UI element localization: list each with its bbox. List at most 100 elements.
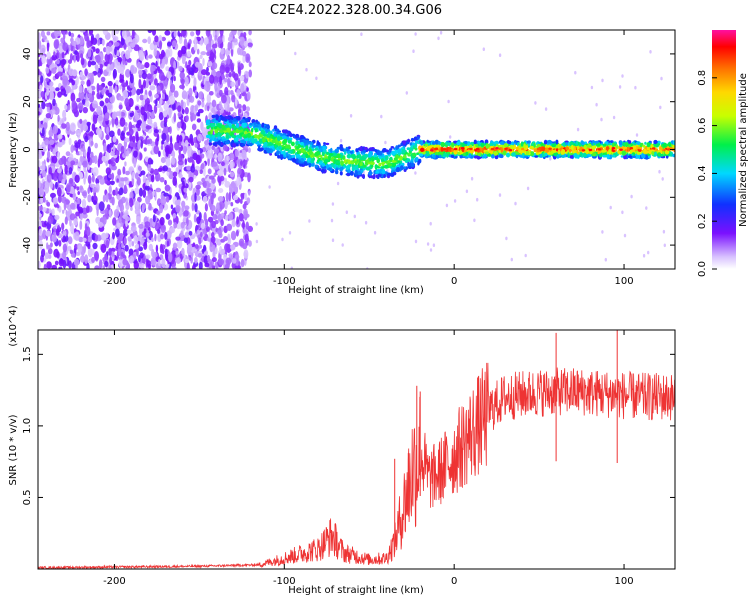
spectrogram-cell <box>169 126 172 135</box>
spectrogram-cell <box>48 90 55 100</box>
spectrogram-cell <box>70 92 76 103</box>
spectrogram-cell <box>227 233 231 243</box>
spectrogram-cell <box>572 150 576 153</box>
spectrogram-cell <box>226 127 231 133</box>
spectrogram-cell <box>318 154 323 158</box>
spectrogram-cell <box>147 171 150 182</box>
spectrogram-cell <box>108 264 111 269</box>
spectrogram-cell <box>193 43 198 51</box>
spectrogram-cell <box>177 105 182 113</box>
spectrogram-cell <box>87 175 92 184</box>
spectrogram-cell <box>156 85 161 95</box>
spectrogram-cell <box>123 177 128 182</box>
spectrogram-cell <box>208 112 213 121</box>
spectrogram-cell <box>271 139 276 144</box>
spectrogram-cell <box>227 41 231 51</box>
spectrogram-cell <box>38 205 43 211</box>
spectrogram-cell <box>164 251 168 261</box>
spectrogram-cell <box>256 121 260 125</box>
spectrogram-cell <box>226 243 232 254</box>
spectrogram-cell <box>312 157 316 161</box>
spectrogram-cell <box>140 106 145 116</box>
spectrogram-cell <box>412 153 416 157</box>
spectrogram-cell <box>138 70 143 75</box>
spectrogram-cell <box>655 143 661 146</box>
spectrogram-cell <box>42 196 46 203</box>
spectrogram-cell <box>107 80 113 87</box>
spectrogram-cell <box>586 144 591 148</box>
spectrogram-cell <box>511 152 516 157</box>
spectrogram-cell <box>513 144 516 150</box>
spectrogram-cell <box>145 254 151 259</box>
spectrogram-cell <box>222 138 227 141</box>
spectrogram-cell <box>409 146 414 152</box>
spectrogram-cell <box>183 237 188 243</box>
spectrogram-cell <box>139 252 144 259</box>
spectrogram-cell <box>112 68 117 79</box>
spectrogram-cell <box>299 139 304 143</box>
spectrogram-cell <box>56 59 60 65</box>
spectrogram-cell <box>224 263 229 269</box>
spectrogram-cell <box>661 177 664 181</box>
spectrogram-cell <box>145 195 151 205</box>
spectrogram-cell <box>229 81 235 87</box>
spectrogram-peak <box>442 148 447 151</box>
spectrogram-cell <box>155 244 159 253</box>
snr-x-ticks: -200 -100 0 100 <box>103 330 634 587</box>
spectrogram-cell <box>601 149 607 153</box>
spectrogram-cell <box>440 146 444 152</box>
spectrogram-cell <box>72 192 77 201</box>
spectrogram-cell <box>61 117 65 124</box>
spectrogram-cell <box>91 123 96 132</box>
spectrogram-cell <box>54 181 58 190</box>
spectrogram-cell <box>47 150 51 159</box>
spectrogram-cell <box>381 158 384 163</box>
spectrogram-cell <box>60 88 67 96</box>
spectrogram-cell <box>663 243 666 248</box>
spectrogram-cell <box>129 73 134 84</box>
spectrogram-cell <box>179 71 185 79</box>
spectrogram-cell <box>578 144 582 147</box>
spectrogram-cell <box>346 172 350 177</box>
spectrogram-cell <box>244 122 248 126</box>
y-tick-label: -20 <box>22 189 33 205</box>
spectrogram-cell <box>61 123 67 129</box>
spectrogram-cell <box>540 142 544 147</box>
spectrogram-cell <box>46 31 51 36</box>
spectrogram-cell <box>123 237 127 245</box>
spectrogram-peak <box>508 149 513 152</box>
spectrogram-cell <box>218 104 223 109</box>
spectrogram-cell <box>74 174 80 183</box>
spectrogram-cell <box>110 151 115 157</box>
spectrogram-cell <box>387 163 393 167</box>
spectrogram-cell <box>143 79 146 89</box>
spectrogram-cell <box>151 248 155 258</box>
spectrogram-cell <box>165 134 170 143</box>
spectrogram-cell <box>549 156 552 161</box>
spectrogram-cell <box>88 72 94 78</box>
spectrogram-cell <box>302 150 306 153</box>
spectrogram-cell <box>138 187 143 197</box>
spectrogram-cell <box>205 75 210 82</box>
spectrogram-cell <box>228 89 231 96</box>
spectrogram-peak <box>611 147 616 150</box>
spectrogram-cell <box>624 142 629 148</box>
spectrogram-cell <box>99 178 105 185</box>
spectrogram-cell <box>177 30 180 37</box>
spectrogram-cell <box>391 150 396 156</box>
spectrogram-cell <box>659 146 663 151</box>
spectrogram-cell <box>100 68 103 75</box>
spectrogram-cell <box>418 153 424 157</box>
spectrogram-cell <box>653 139 658 145</box>
spectrogram-cell <box>171 156 176 165</box>
spectrogram-cell <box>211 62 218 70</box>
spectrogram-cell <box>565 147 569 151</box>
spectrogram-cell <box>133 158 137 168</box>
spectrogram-cell <box>87 247 93 258</box>
spectrogram-cell <box>374 157 378 160</box>
spectrogram-cell <box>61 58 67 65</box>
spectrogram-cell <box>186 50 191 58</box>
spectrogram-cell <box>246 106 250 112</box>
spectrogram-peak <box>619 148 623 151</box>
spectrogram-cell <box>219 89 223 97</box>
